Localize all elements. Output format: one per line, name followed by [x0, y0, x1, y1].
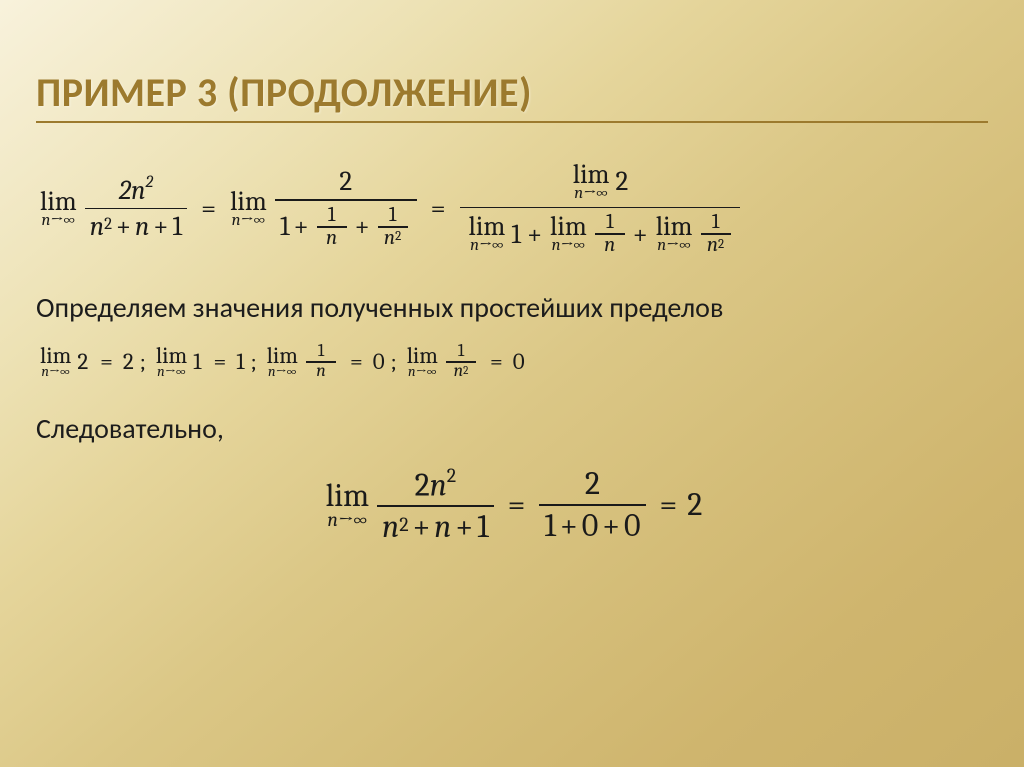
equation-line-1: lim n→∞ 2n2 n2+n+1 = lim n→∞ 2 1 + 1n + — [36, 157, 988, 260]
slide-title: ПРИМЕР 3 (ПРОДОЛЖЕНИЕ) — [36, 68, 988, 117]
frac-of-limits: lim n→∞ 2 lim n→∞ 1 + lim n→∞ 1n — [460, 157, 740, 260]
lim-2: lim n→∞ — [230, 188, 267, 230]
equation-line-2: lim n→∞ 2 = 2 ; lim n→∞ 1 = 1 ; lim n→∞ … — [36, 343, 988, 380]
title-underline — [36, 121, 988, 123]
slide: ПРИМЕР 3 (ПРОДОЛЖЕНИЕ) lim n→∞ 2n2 n2+n+… — [0, 0, 1024, 767]
body-text-2: Следовательно, — [36, 411, 988, 446]
frac-2n2-over-poly: 2n2 n2+n+1 — [85, 173, 187, 245]
lim-1: lim n→∞ — [40, 188, 77, 230]
frac-2-over-1plus: 2 1 + 1n + 1n2 — [275, 164, 417, 252]
body-text-1: Определяем значения полученных простейши… — [36, 290, 988, 325]
equation-line-3: lim n→∞ 2n2 n2+n+1 = 2 1+0+0 = 2 — [36, 464, 988, 547]
